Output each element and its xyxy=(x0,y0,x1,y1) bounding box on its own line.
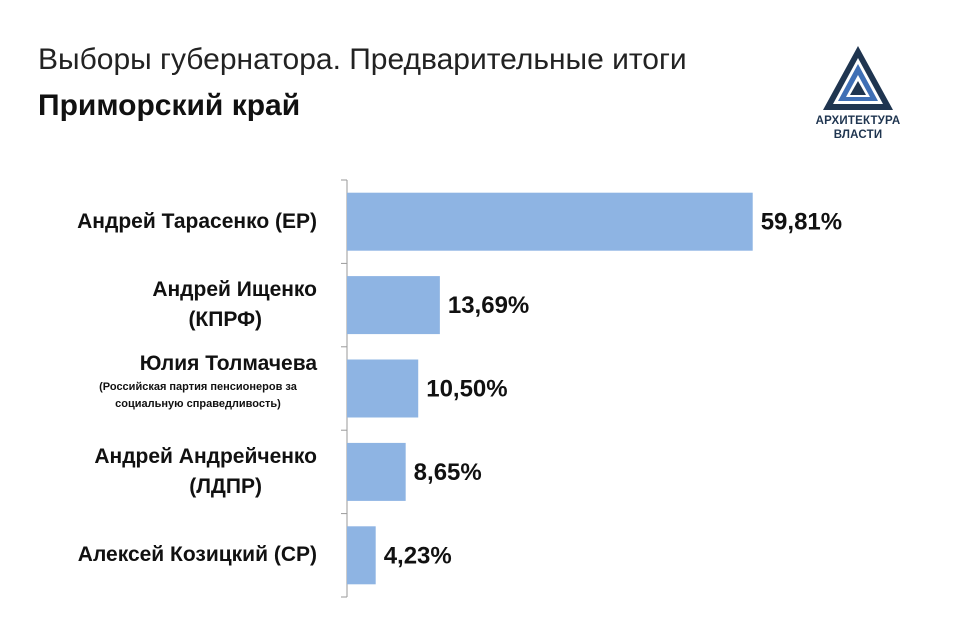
bar-0 xyxy=(347,192,753,251)
bar-1 xyxy=(347,276,440,335)
data-label-3: 8,65% xyxy=(414,459,482,486)
bar-4 xyxy=(347,526,376,585)
logo-text-line2: ВЛАСТИ xyxy=(833,129,883,141)
chart-subtitle: Приморский край xyxy=(38,89,301,122)
data-label-4: 4,23% xyxy=(384,542,452,569)
triangle-logo-icon xyxy=(823,46,893,110)
category-label-3-line-0: Андрей Андрейченко xyxy=(94,444,317,468)
category-label-4-line-0: Алексей Козицкий (СР) xyxy=(77,543,317,567)
bar-3 xyxy=(347,442,406,501)
logo-text-line1: АРХИТЕКТУРА xyxy=(815,115,901,127)
category-label-0-line-0: Андрей Тарасенко (ЕР) xyxy=(77,209,317,233)
brand-logo: АРХИТЕКТУРА ВЛАСТИ xyxy=(804,44,912,164)
category-note-2: (Российская партия пенсионеров за социал… xyxy=(99,380,297,410)
data-label-0: 59,81% xyxy=(761,209,842,236)
category-label-2-line-0: Юлия Толмачева xyxy=(139,351,317,375)
bar-2 xyxy=(347,359,419,418)
data-label-2: 10,50% xyxy=(426,376,507,403)
chart-title: Выборы губернатора. Предварительные итог… xyxy=(38,43,687,76)
category-label-1-line-1: (КПРФ) xyxy=(188,308,262,332)
category-label-3-line-1: (ЛДПР) xyxy=(189,474,262,498)
category-label-1-line-0: Андрей Ищенко xyxy=(152,278,317,302)
data-label-1: 13,69% xyxy=(448,292,529,319)
